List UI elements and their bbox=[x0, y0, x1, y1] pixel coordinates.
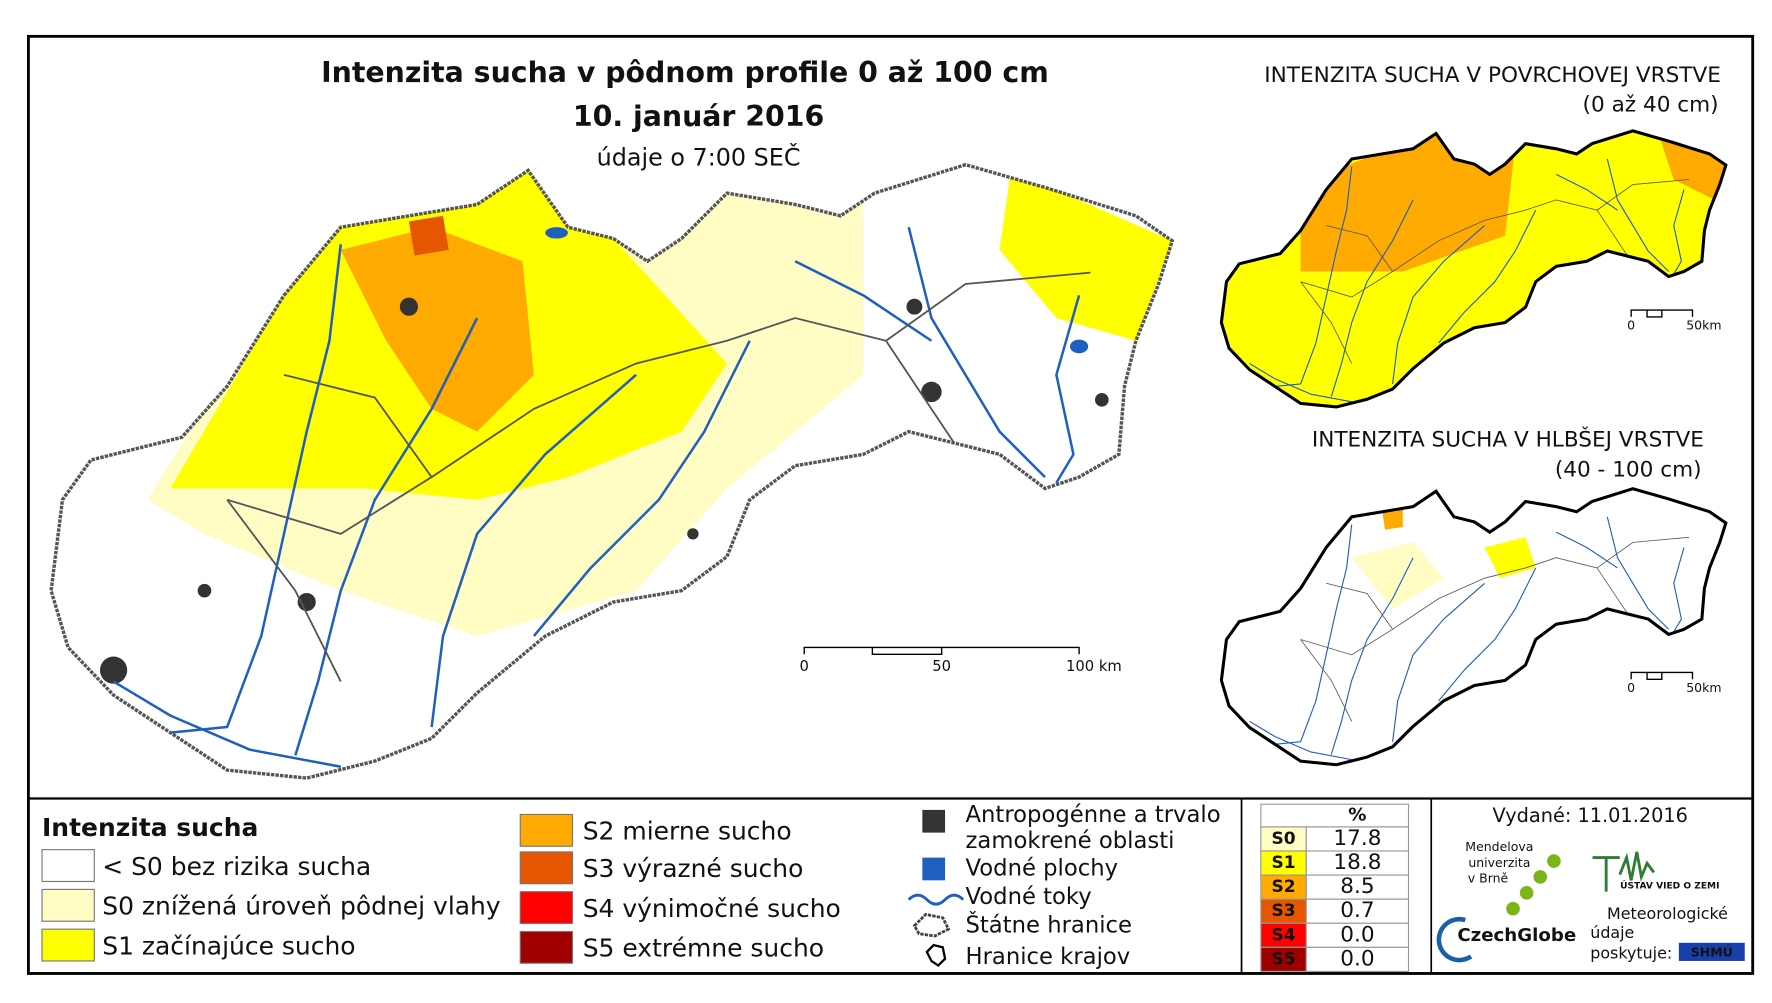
legend-label: Štátne hranice bbox=[966, 910, 1132, 938]
table-class: S3 bbox=[1272, 901, 1296, 921]
table-class: S0 bbox=[1272, 829, 1296, 849]
inset-map-deep bbox=[1219, 487, 1728, 767]
table-cell bbox=[1305, 898, 1410, 924]
legend-label: < S0 bez rizika sucha bbox=[102, 852, 371, 881]
table-class: S1 bbox=[1272, 853, 1296, 873]
legend-label: Hranice krajov bbox=[966, 944, 1131, 970]
table-cell bbox=[1260, 922, 1307, 948]
legend-swatch bbox=[41, 928, 95, 962]
legend-label: zamokrené oblasti bbox=[966, 828, 1175, 854]
table-class: S5 bbox=[1272, 949, 1296, 969]
legend-swatch bbox=[519, 813, 574, 847]
scale-label: 0 bbox=[800, 658, 809, 675]
legend-icon bbox=[922, 809, 946, 833]
logo-arc bbox=[1436, 916, 1473, 963]
table-cell bbox=[1305, 826, 1410, 852]
scale-label: 50 bbox=[932, 658, 951, 675]
logo-shmu bbox=[1678, 942, 1745, 961]
issued-date: Vydané: 11.01.2016 bbox=[1493, 804, 1688, 827]
legend-label: S4 výnimočné sucho bbox=[583, 894, 841, 923]
legend-icon bbox=[912, 912, 951, 938]
logo-text: Mendelova bbox=[1465, 839, 1533, 854]
scale-bar bbox=[803, 309, 1694, 680]
map-title: Intenzita sucha v pôdnom profile 0 až 10… bbox=[321, 56, 1049, 89]
legend-swatch bbox=[519, 891, 574, 925]
legend-label: Vodné toky bbox=[966, 884, 1092, 910]
map-date: 10. január 2016 bbox=[573, 100, 824, 133]
class-area bbox=[340, 227, 534, 432]
logo-text: ÚSTAV VIED O ZEMI bbox=[1620, 880, 1719, 892]
scale-label: 50km bbox=[1686, 680, 1721, 695]
legend-swatch bbox=[41, 849, 95, 883]
legend-label: Vodné plochy bbox=[966, 855, 1119, 881]
table-cell bbox=[1305, 874, 1410, 900]
table-cell bbox=[1305, 850, 1410, 876]
inset-title: INTENZITA SUCHA V POVRCHOVEJ VRSTVE bbox=[1264, 63, 1721, 88]
logo-text: poskytuje: bbox=[1590, 944, 1672, 963]
table-class: S2 bbox=[1272, 877, 1296, 897]
logo-uvz bbox=[1592, 851, 1656, 892]
inset-map-surface bbox=[1219, 129, 1728, 409]
legend-swatch bbox=[519, 930, 574, 964]
inset-title: INTENZITA SUCHA V HLBŠEJ VRSTVE bbox=[1312, 427, 1704, 453]
logo-text: CzechGlobe bbox=[1457, 925, 1576, 946]
legend-label: Antropogénne a trvalo bbox=[966, 802, 1221, 828]
table-cell bbox=[1305, 946, 1410, 972]
logo-text: SHMÚ bbox=[1691, 945, 1733, 960]
legend-swatch bbox=[41, 888, 95, 922]
class-area bbox=[999, 170, 1173, 341]
inset-subtitle: (0 až 40 cm) bbox=[1583, 93, 1719, 118]
main-map bbox=[49, 163, 1174, 780]
class-area bbox=[408, 215, 449, 256]
legend-icon bbox=[922, 857, 946, 881]
logo-text: v Brně bbox=[1468, 871, 1509, 886]
table-value: 8.5 bbox=[1340, 874, 1374, 899]
legend-swatch bbox=[519, 851, 574, 885]
logo-text: údaje bbox=[1590, 923, 1634, 942]
table-value: 0.0 bbox=[1340, 922, 1374, 947]
scale-label: 50km bbox=[1686, 318, 1721, 333]
table-cell bbox=[1260, 946, 1307, 972]
legend-label: S2 mierne sucho bbox=[583, 817, 792, 846]
legend-title: Intenzita sucha bbox=[42, 813, 258, 842]
table-cell bbox=[1260, 826, 1307, 852]
scale-label: 100 km bbox=[1066, 658, 1122, 675]
table-value: 0.7 bbox=[1340, 898, 1374, 923]
legend-label: S0 znížená úroveň pôdnej vlahy bbox=[102, 892, 501, 921]
table-value: 18.8 bbox=[1333, 850, 1381, 875]
legend-label: S5 extrémne sucho bbox=[583, 934, 824, 963]
legend-label: S1 začínajúce sucho bbox=[102, 931, 355, 960]
table-class: S4 bbox=[1272, 925, 1296, 945]
table-header: % bbox=[1348, 805, 1366, 826]
legend-label: S3 výrazné sucho bbox=[583, 854, 804, 883]
logo-text: univerzita bbox=[1468, 855, 1530, 870]
logo-dots bbox=[1506, 854, 1561, 916]
legend-icon bbox=[907, 893, 965, 906]
logo-text: Meteorologické bbox=[1607, 904, 1728, 923]
inset-subtitle: (40 - 100 cm) bbox=[1555, 457, 1702, 482]
legend-icon bbox=[925, 943, 947, 967]
anthropogenic-areas bbox=[99, 297, 1109, 684]
table-value: 0.0 bbox=[1340, 946, 1374, 971]
table-cell bbox=[1260, 803, 1410, 828]
map-time-note: údaje o 7:00 SEČ bbox=[597, 144, 801, 172]
scale-label: 0 bbox=[1627, 318, 1635, 333]
scale-label: 0 bbox=[1627, 680, 1635, 695]
table-value: 17.8 bbox=[1333, 826, 1381, 851]
